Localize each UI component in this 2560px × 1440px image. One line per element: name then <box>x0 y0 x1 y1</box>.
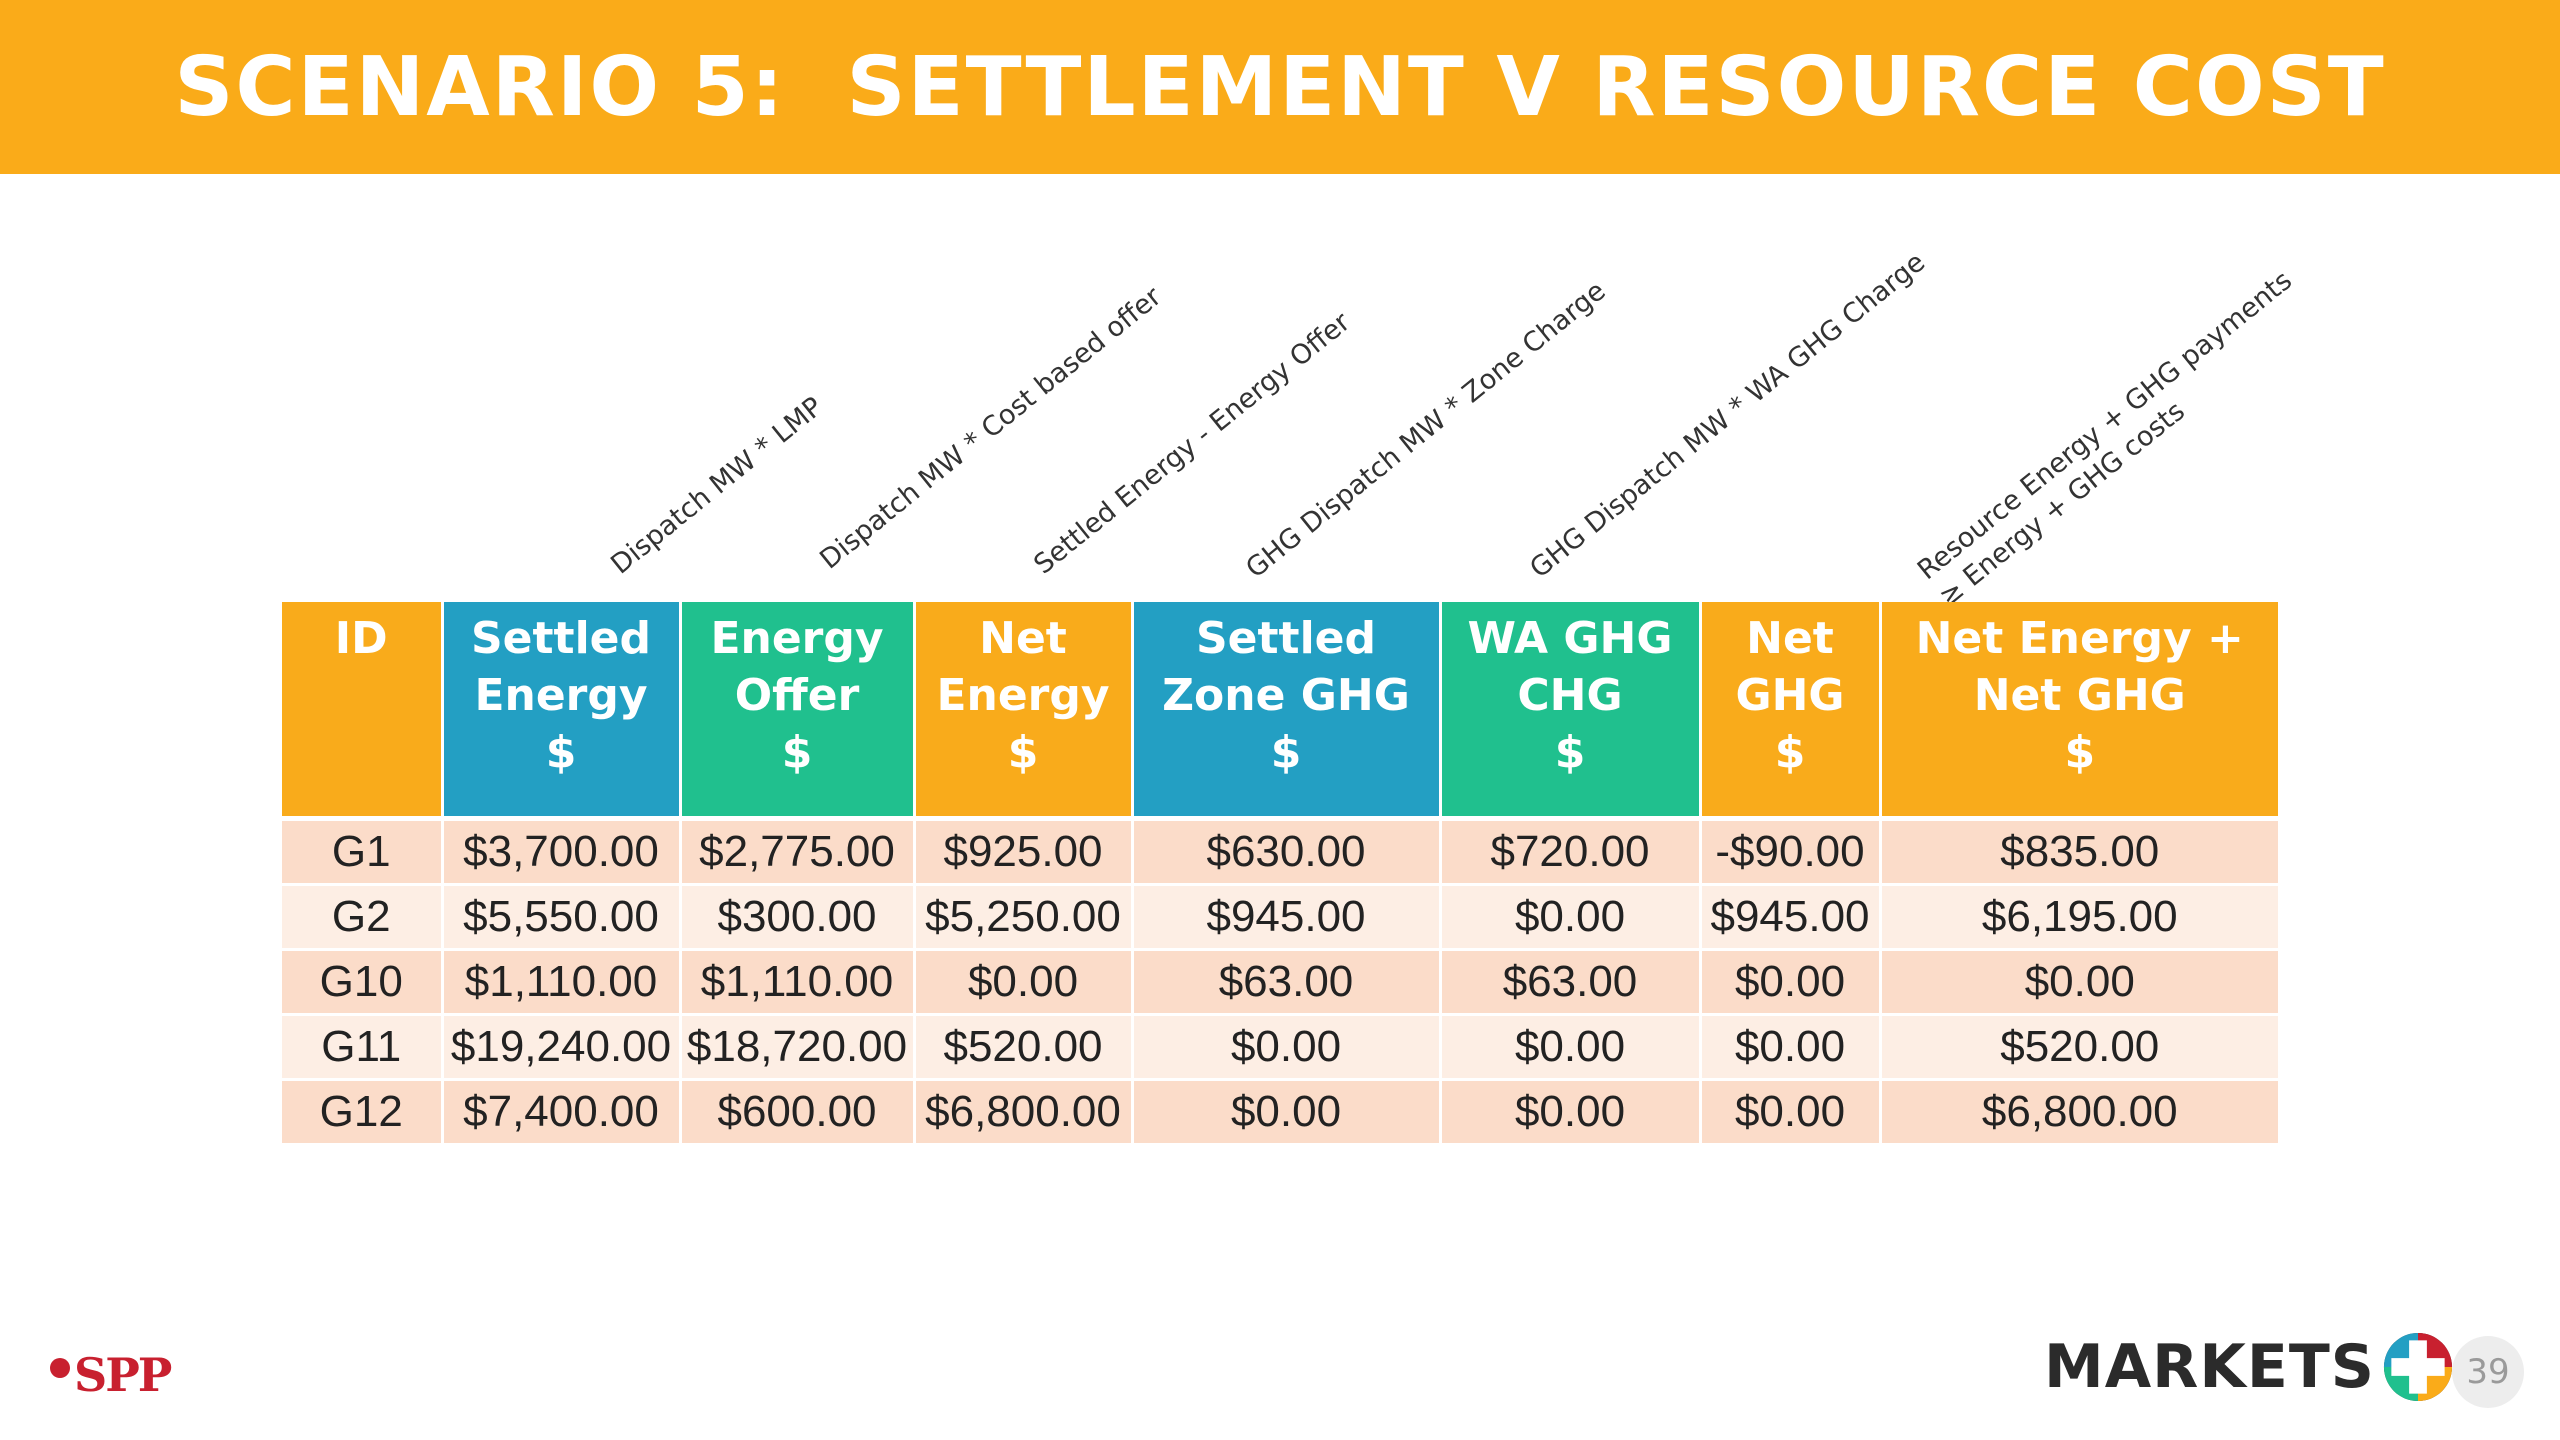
table-cell: -$90.00 <box>1698 817 1880 885</box>
header-line: Settled <box>470 613 652 664</box>
table-cell: $2,775.00 <box>678 817 914 885</box>
column-header-settled-zone-ghg: Settled Zone GHG $ <box>1130 602 1440 821</box>
column-header-settled-energy: Settled Energy $ <box>440 602 680 821</box>
table-cell: $520.00 <box>912 1013 1132 1080</box>
table-cell-id: G10 <box>282 948 442 1015</box>
header-line: Offer <box>734 670 860 721</box>
table-cell: $0.00 <box>1698 1078 1880 1143</box>
header-line: Zone GHG <box>1162 670 1410 721</box>
annotation-energy-offer: Dispatch MW * Cost based offer <box>814 280 1169 577</box>
settlement-table: ID Settled Energy $ Energy Offer $ Net E… <box>282 602 2278 1143</box>
table-cell: $5,550.00 <box>440 883 680 950</box>
table-cell: $1,110.00 <box>678 948 914 1015</box>
header-line: $ <box>1774 727 1806 778</box>
annotation-line: Resource Energy + GHG payments <box>1911 265 2298 587</box>
table-cell-id: G12 <box>282 1078 442 1143</box>
table-row: G12 $7,400.00 $600.00 $6,800.00 $0.00 $0… <box>282 1078 2278 1143</box>
table-cell: $0.00 <box>1130 1078 1440 1143</box>
table-cell: $0.00 <box>1130 1013 1440 1080</box>
header-line: $ <box>781 727 813 778</box>
header-line: $ <box>1007 727 1039 778</box>
header-line: $ <box>545 727 577 778</box>
markets-plus-logo: MARKETS <box>2044 1330 2455 1404</box>
table-cell-id: G2 <box>282 883 442 950</box>
header-line: WA GHG <box>1467 613 1673 664</box>
header-line: $ <box>1554 727 1586 778</box>
table-cell: $5,250.00 <box>912 883 1132 950</box>
table-cell: $630.00 <box>1130 817 1440 885</box>
table-cell: $945.00 <box>1698 883 1880 950</box>
table-cell: $7,400.00 <box>440 1078 680 1143</box>
header-line: Net <box>1746 613 1834 664</box>
table-cell: $0.00 <box>1698 1013 1880 1080</box>
column-header-net-total: Net Energy + Net GHG $ <box>1878 602 2278 821</box>
table-cell: $600.00 <box>678 1078 914 1143</box>
table-cell: $6,800.00 <box>912 1078 1132 1143</box>
table-cell: $18,720.00 <box>678 1013 914 1080</box>
column-header-net-ghg: Net GHG $ <box>1698 602 1880 821</box>
table-cell: $6,195.00 <box>1878 883 2278 950</box>
table-cell: $835.00 <box>1878 817 2278 885</box>
table-cell: $0.00 <box>1438 883 1700 950</box>
table-cell: $925.00 <box>912 817 1132 885</box>
title-bar: SCENARIO 5: SETTLEMENT V RESOURCE COST <box>0 0 2560 174</box>
header-line: ID <box>334 613 388 664</box>
annotation-line: ≥ Energy + GHG costs <box>1933 395 2191 613</box>
spp-logo-text: SPP <box>74 1348 172 1402</box>
table-cell: $520.00 <box>1878 1013 2278 1080</box>
annotation-net-total: Resource Energy + GHG payments ≥ Energy … <box>1911 264 2320 614</box>
table-cell: $1,110.00 <box>440 948 680 1015</box>
table-cell: $0.00 <box>1438 1013 1700 1080</box>
header-line: Settled <box>1195 613 1377 664</box>
table-cell-id: G1 <box>282 817 442 885</box>
annotation-line: Dispatch MW * LMP <box>605 391 829 581</box>
header-line: GHG <box>1735 670 1845 721</box>
table-cell: $19,240.00 <box>440 1013 680 1080</box>
table-cell: $300.00 <box>678 883 914 950</box>
table-cell: $6,800.00 <box>1878 1078 2278 1143</box>
table-cell: $0.00 <box>912 948 1132 1015</box>
table-row: G2 $5,550.00 $300.00 $5,250.00 $945.00 $… <box>282 883 2278 950</box>
column-header-energy-offer: Energy Offer $ <box>678 602 914 821</box>
column-header-net-energy: Net Energy $ <box>912 602 1132 821</box>
annotation-settled-energy: Dispatch MW * LMP <box>605 390 830 582</box>
table-cell: $3,700.00 <box>440 817 680 885</box>
spp-logo-mark-icon <box>50 1358 70 1378</box>
table-cell-id: G11 <box>282 1013 442 1080</box>
header-line: Energy <box>710 613 884 664</box>
spp-logo: SPP <box>50 1348 172 1402</box>
header-line: Net <box>979 613 1067 664</box>
table-cell: $0.00 <box>1438 1078 1700 1143</box>
column-header-wa-ghg-chg: WA GHG CHG $ <box>1438 602 1700 821</box>
table-cell: $0.00 <box>1698 948 1880 1015</box>
column-header-id: ID <box>282 602 442 821</box>
header-line: $ <box>1270 727 1302 778</box>
header-line: Energy <box>474 670 648 721</box>
table-row: G11 $19,240.00 $18,720.00 $520.00 $0.00 … <box>282 1013 2278 1080</box>
table-row: G10 $1,110.00 $1,110.00 $0.00 $63.00 $63… <box>282 948 2278 1015</box>
table-cell: $720.00 <box>1438 817 1700 885</box>
page-number: 39 <box>2452 1336 2524 1408</box>
slide-title: SCENARIO 5: SETTLEMENT V RESOURCE COST <box>174 39 2386 135</box>
header-line: Net Energy + <box>1915 613 2244 664</box>
table-cell: $945.00 <box>1130 883 1440 950</box>
table-cell: $63.00 <box>1130 948 1440 1015</box>
header-line: Net GHG <box>1973 670 2186 721</box>
header-line: $ <box>2064 727 2096 778</box>
annotation-line: Dispatch MW * Cost based offer <box>814 281 1168 576</box>
table-cell: $0.00 <box>1878 948 2278 1015</box>
markets-logo-text: MARKETS <box>2044 1332 2375 1402</box>
header-line: Energy <box>936 670 1110 721</box>
header-line: CHG <box>1517 670 1623 721</box>
table-header-row: ID Settled Energy $ Energy Offer $ Net E… <box>282 602 2278 821</box>
plus-icon <box>2383 1332 2453 1402</box>
table-cell: $63.00 <box>1438 948 1700 1015</box>
table-row: G1 $3,700.00 $2,775.00 $925.00 $630.00 $… <box>282 817 2278 885</box>
